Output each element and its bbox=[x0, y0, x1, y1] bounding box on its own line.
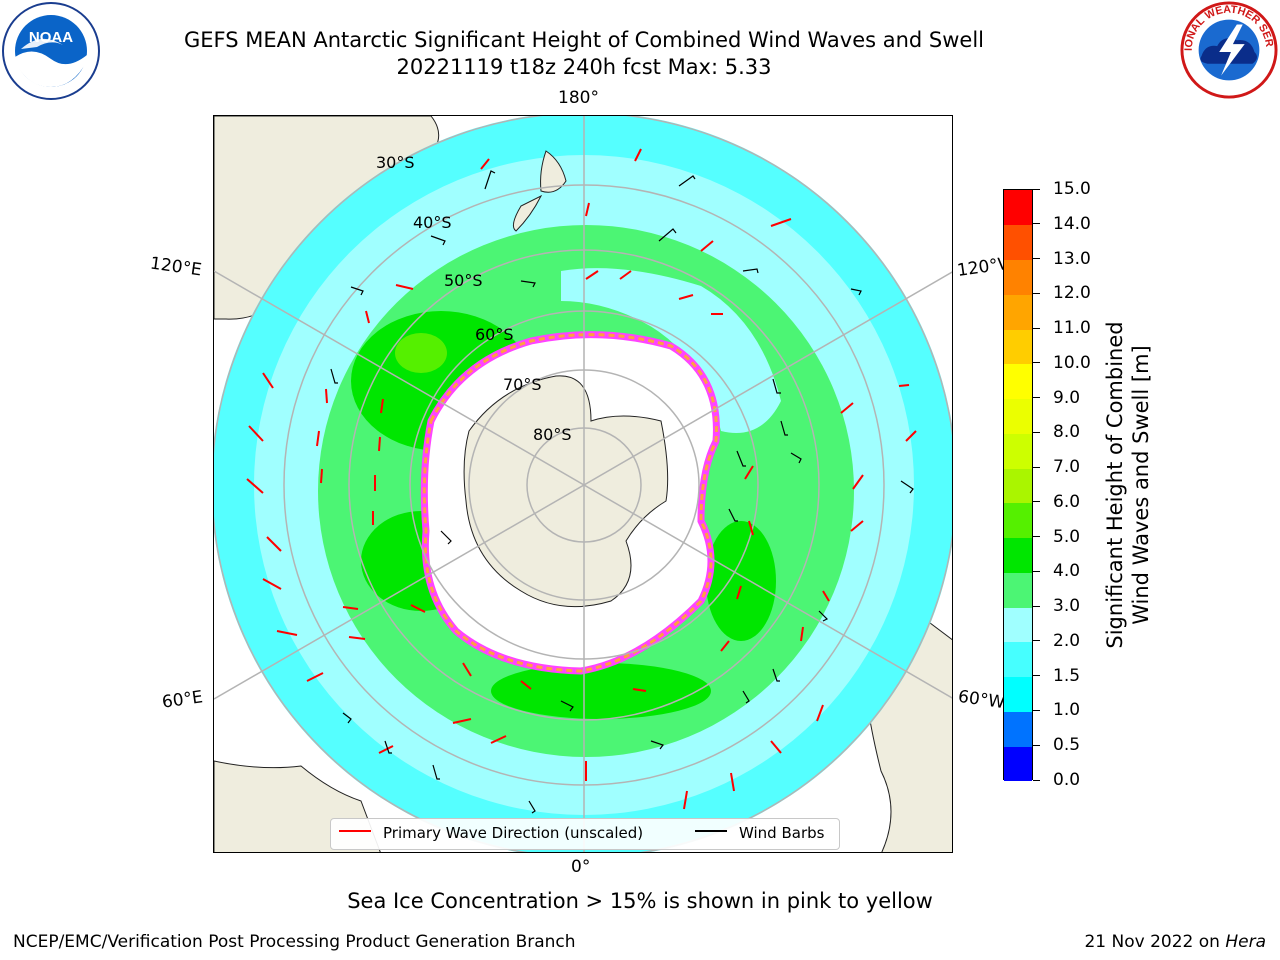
colorbar-tick bbox=[1033, 570, 1040, 572]
colorbar-tick-label: 1.0 bbox=[1053, 700, 1081, 721]
graticule bbox=[214, 116, 952, 852]
chart-title: GEFS MEAN Antarctic Significant Height o… bbox=[183, 28, 985, 52]
sea-ice-note: Sea Ice Concentration > 15% is shown in … bbox=[347, 889, 933, 913]
colorbar-segment bbox=[1004, 746, 1032, 782]
colorbar-segment bbox=[1004, 398, 1032, 434]
colorbar-tick-label: 4.0 bbox=[1053, 561, 1081, 582]
legend-barb-label: Wind Barbs bbox=[739, 824, 825, 842]
colorbar-tick-label: 0.0 bbox=[1053, 770, 1081, 790]
map-legend: Primary Wave Direction (unscaled) Wind B… bbox=[330, 818, 840, 850]
colorbar-tick bbox=[1033, 536, 1040, 538]
colorbar-segment bbox=[1004, 363, 1032, 400]
colorbar-tick-label: 14.0 bbox=[1053, 213, 1091, 234]
antarctica-land bbox=[463, 375, 669, 608]
chart-subtitle: 20221119 t18z 240h fcst Max: 5.33 bbox=[396, 55, 772, 79]
colorbar-segment bbox=[1004, 259, 1032, 295]
lon-label-180: 180° bbox=[558, 88, 599, 108]
colorbar-tick bbox=[1033, 431, 1040, 433]
colorbar-segment bbox=[1004, 676, 1032, 712]
lat-label-50s: 50°S bbox=[444, 271, 483, 290]
colorbar-tick-label: 11.0 bbox=[1053, 318, 1091, 339]
polar-map[interactable] bbox=[214, 116, 953, 853]
colorbar-segment bbox=[1004, 537, 1032, 573]
colorbar-tick-label: 9.0 bbox=[1053, 387, 1081, 408]
wave-band-4m-c bbox=[491, 663, 711, 719]
lat-label-70s: 70°S bbox=[503, 375, 542, 394]
colorbar-tick bbox=[1033, 397, 1040, 399]
colorbar-segment bbox=[1004, 329, 1032, 365]
colorbar-segment bbox=[1004, 641, 1032, 678]
colorbar-segment bbox=[1004, 224, 1032, 260]
legend-wave-swatch bbox=[339, 830, 371, 832]
colorbar-segment bbox=[1004, 502, 1032, 539]
colorbar-tick bbox=[1033, 327, 1040, 329]
new-zealand-land bbox=[512, 150, 567, 232]
colorbar-tick bbox=[1033, 501, 1040, 503]
lat-label-60s: 60°S bbox=[475, 325, 514, 344]
wave-direction-arrows bbox=[246, 148, 917, 810]
lat-label-40s: 40°S bbox=[413, 213, 452, 232]
lon-label-120e: 120°E bbox=[148, 253, 203, 281]
map-panel[interactable] bbox=[213, 115, 953, 853]
colorbar-title: Significant Height of Combined Wind Wave… bbox=[1102, 275, 1154, 695]
lon-label-0: 0° bbox=[571, 857, 591, 877]
footer-machine: Hera bbox=[1225, 932, 1266, 952]
colorbar-tick bbox=[1033, 362, 1040, 364]
colorbar-tick-label: 12.0 bbox=[1053, 283, 1091, 304]
lon-label-60w: 60°W bbox=[956, 686, 1007, 714]
colorbar-segment bbox=[1004, 607, 1032, 643]
colorbar-tick-label: 8.0 bbox=[1053, 422, 1081, 443]
colorbar-tick-label: 3.0 bbox=[1053, 596, 1081, 617]
colorbar-segment bbox=[1004, 294, 1032, 330]
legend-wave-label: Primary Wave Direction (unscaled) bbox=[383, 824, 644, 842]
colorbar-segment bbox=[1004, 190, 1032, 226]
colorbar-tick bbox=[1033, 675, 1040, 677]
noaa-logo-text: NOAA bbox=[29, 29, 73, 46]
colorbar-tick bbox=[1033, 223, 1040, 225]
colorbar-tick-label: 7.0 bbox=[1053, 457, 1081, 478]
colorbar-segment bbox=[1004, 433, 1032, 469]
lon-label-60e: 60°E bbox=[160, 687, 205, 713]
colorbar-tick-label: 13.0 bbox=[1053, 248, 1091, 269]
footer-branch: NCEP/EMC/Verification Post Processing Pr… bbox=[13, 932, 576, 952]
colorbar-tick-label: 0.5 bbox=[1053, 735, 1081, 756]
lat-label-80s: 80°S bbox=[533, 425, 572, 444]
noaa-logo-icon: NOAA bbox=[2, 2, 100, 100]
colorbar-segment bbox=[1004, 468, 1032, 504]
colorbar-tick bbox=[1033, 605, 1040, 607]
colorbar-tick-label: 15.0 bbox=[1053, 179, 1091, 199]
colorbar-tick-label: 1.5 bbox=[1053, 665, 1081, 686]
sea-ice-edge-orange bbox=[422, 333, 718, 673]
wave-max-area bbox=[395, 333, 447, 373]
colorbar-title-line1: Significant Height of Combined bbox=[1103, 321, 1127, 649]
colorbar-tick bbox=[1033, 744, 1040, 746]
colorbar-tick bbox=[1033, 466, 1040, 468]
legend-barb-swatch bbox=[695, 830, 727, 832]
colorbar-tick-label: 6.0 bbox=[1053, 491, 1081, 512]
footer-date-text: 21 Nov 2022 on bbox=[1084, 932, 1220, 952]
colorbar-tick bbox=[1033, 292, 1040, 294]
colorbar-tick bbox=[1033, 709, 1040, 711]
colorbar-tick bbox=[1033, 188, 1040, 190]
colorbar-tick-label: 10.0 bbox=[1053, 352, 1091, 373]
colorbar-segment bbox=[1004, 711, 1032, 747]
wave-band-2m-pacific bbox=[561, 268, 781, 433]
colorbar-title-line2: Wind Waves and Swell [m] bbox=[1129, 345, 1153, 625]
colorbar-tick bbox=[1033, 640, 1040, 642]
colorbar-segment bbox=[1004, 572, 1032, 608]
colorbar-tick bbox=[1033, 779, 1040, 781]
colorbar-tick-label: 2.0 bbox=[1053, 630, 1081, 651]
wave-band-4m-d bbox=[706, 521, 776, 641]
colorbar bbox=[1003, 189, 1033, 782]
wind-barbs bbox=[330, 170, 914, 814]
footer-date: 21 Nov 2022 on Hera bbox=[1084, 932, 1266, 952]
nws-logo-icon: NATIONAL WEATHER SERVICE bbox=[1180, 1, 1278, 99]
colorbar-tick bbox=[1033, 258, 1040, 260]
colorbar-tick-label: 5.0 bbox=[1053, 526, 1081, 547]
lat-label-30s: 30°S bbox=[376, 153, 415, 172]
